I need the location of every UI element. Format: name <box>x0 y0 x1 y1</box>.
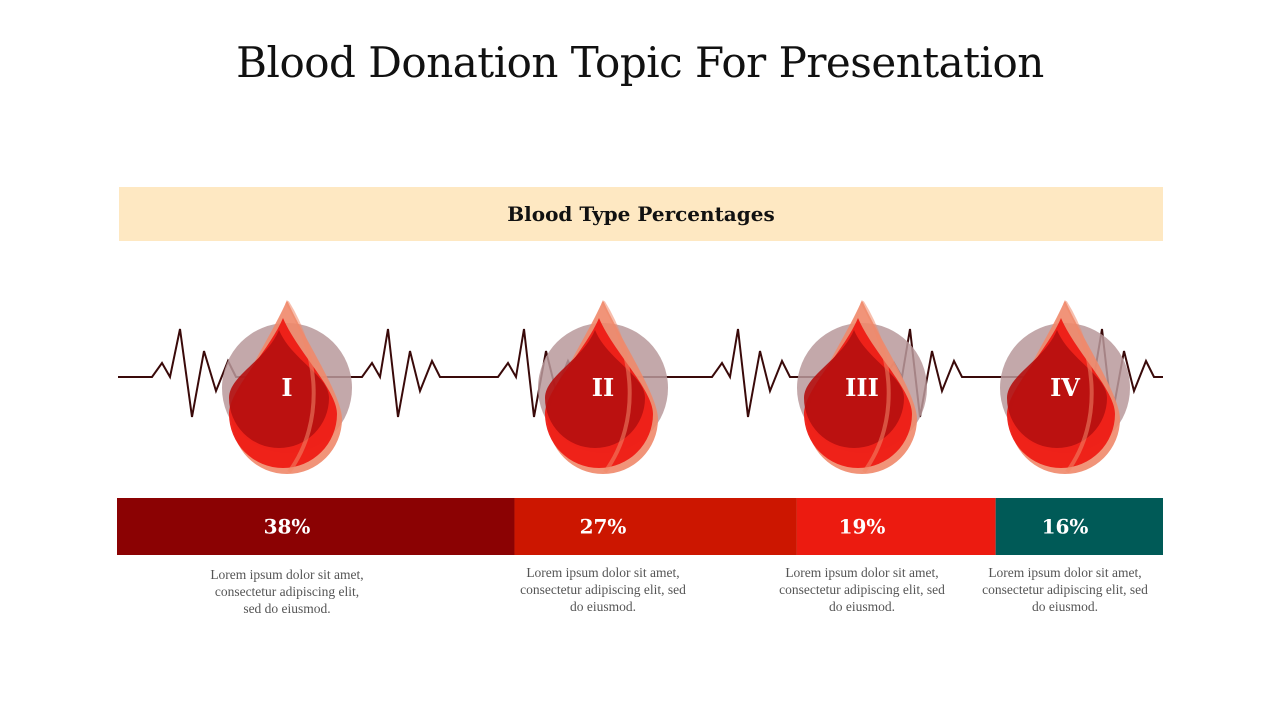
description-line: consectetur adipiscing elit, sed <box>520 582 686 597</box>
page-title: Blood Donation Topic For Presentation <box>236 38 1044 87</box>
description-line: Lorem ipsum dolor sit amet, <box>526 565 680 580</box>
chart-title: Blood Type Percentages <box>507 202 775 226</box>
description-text: Lorem ipsum dolor sit amet, consectetur a… <box>493 564 713 615</box>
description-line: Lorem ipsum dolor sit amet, <box>988 565 1142 580</box>
description-line: sed do eiusmod. <box>243 601 331 616</box>
bar-value-label: 27% <box>580 515 627 539</box>
blood-drop-icon: III <box>797 300 927 474</box>
category-label-IV: IV <box>1050 373 1080 402</box>
blood-drop-icon: I <box>222 300 352 474</box>
category-label-II: II <box>592 373 614 402</box>
chart-title-banner: Blood Type Percentages <box>119 187 1163 241</box>
description-line: consectetur adipiscing elit, sed <box>779 582 945 597</box>
bar-value-label: 16% <box>1042 515 1089 539</box>
drop-dark-shape <box>229 330 329 448</box>
drop-dark-shape <box>1007 330 1107 448</box>
description-text: Lorem ipsum dolor sit amet, consectetur a… <box>752 564 972 615</box>
description-line: Lorem ipsum dolor sit amet, <box>210 567 364 582</box>
bar-value-label: 38% <box>264 515 311 539</box>
bar-value-label: 19% <box>839 515 886 539</box>
drop-dark-shape <box>804 330 904 448</box>
blood-drop-icon: II <box>538 300 668 474</box>
description-line: do eiusmod. <box>829 599 895 614</box>
description-line: consectetur adipiscing elit, sed <box>982 582 1148 597</box>
description-text: Lorem ipsum dolor sit amet, consectetur a… <box>955 564 1175 615</box>
description-line: consectetur adipiscing elit, <box>214 584 360 599</box>
drop-highlight <box>285 300 316 474</box>
category-label-I: I <box>281 373 292 402</box>
drop-highlight <box>1063 300 1094 474</box>
category-label-III: III <box>845 373 879 402</box>
bar-segment-III <box>796 498 996 555</box>
bar-segment-I <box>117 498 515 555</box>
bar-segment-II <box>514 498 797 555</box>
bar-segment-IV <box>995 498 1163 555</box>
drop-highlight <box>860 300 891 474</box>
description-line: do eiusmod. <box>570 599 636 614</box>
drop-dark-shape <box>545 330 645 448</box>
drop-highlight <box>601 300 632 474</box>
description-line: do eiusmod. <box>1032 599 1098 614</box>
blood-drop-icon: IV <box>1000 300 1130 474</box>
description-text: Lorem ipsum dolor sit amet, consectetur a… <box>177 566 397 617</box>
description-line: Lorem ipsum dolor sit amet, <box>785 565 939 580</box>
